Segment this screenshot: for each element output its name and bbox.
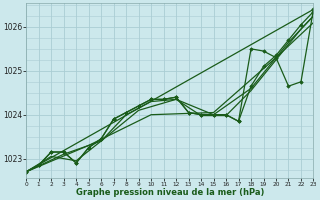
X-axis label: Graphe pression niveau de la mer (hPa): Graphe pression niveau de la mer (hPa) — [76, 188, 264, 197]
